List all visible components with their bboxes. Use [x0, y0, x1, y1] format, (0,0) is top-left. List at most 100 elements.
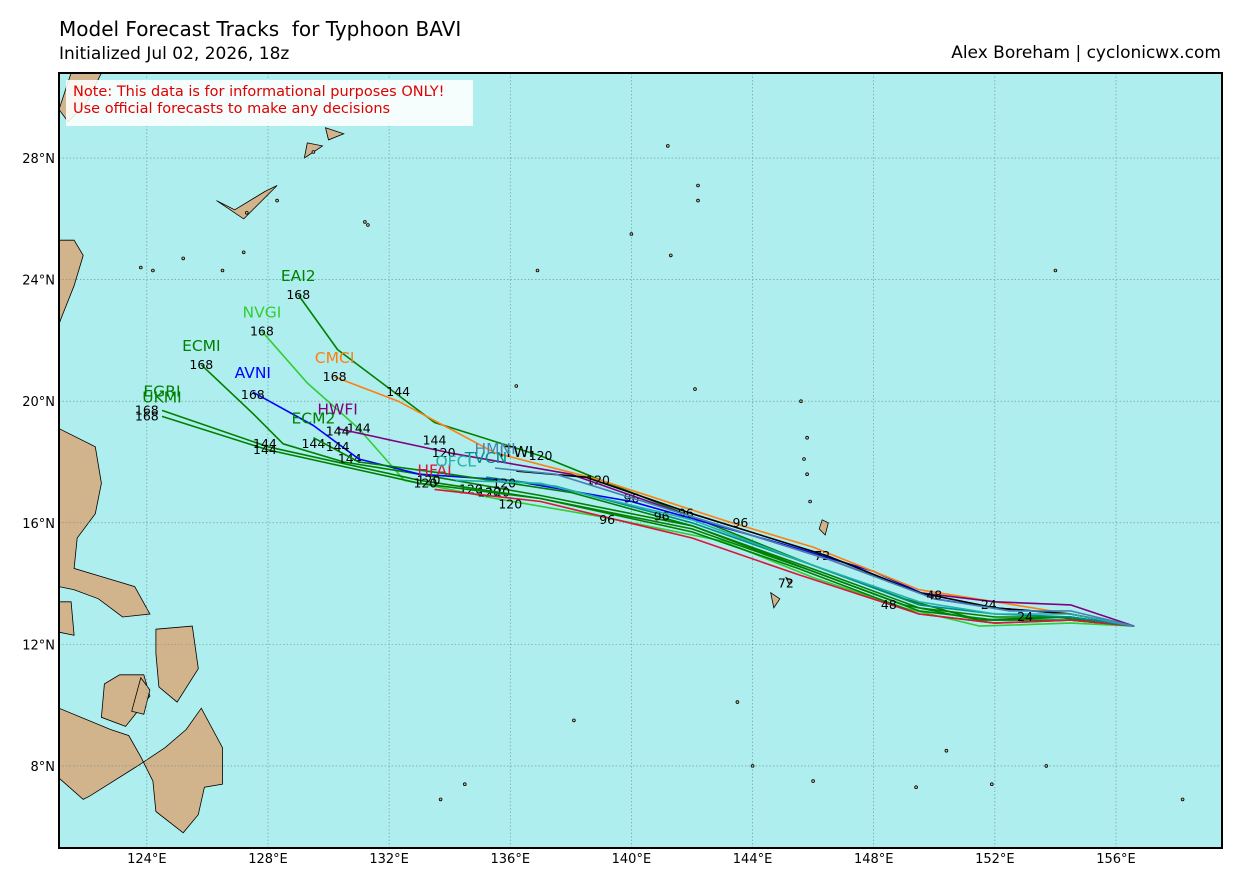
lat-tick-label: 8°N [31, 760, 56, 775]
lat-tick-label: 20°N [22, 395, 55, 410]
islet [735, 700, 740, 704]
forecast-hour-label: 168 [135, 402, 159, 417]
forecast-hour-label: 168 [189, 357, 213, 372]
track-line-cmci[interactable] [334, 376, 1135, 627]
track-line-hfai[interactable] [434, 488, 1135, 627]
forecast-hour-label: 96 [732, 515, 748, 530]
landmass-layer [59, 73, 1185, 834]
author-credit: Alex Boreham | cyclonicwx.com [951, 43, 1221, 63]
track-line-eai2[interactable] [297, 294, 1135, 627]
lon-tick-label: 140°E [612, 852, 652, 867]
land-polygon [770, 591, 781, 609]
land-polygon [324, 127, 345, 141]
islet [181, 256, 186, 261]
lon-tick-label: 136°E [491, 852, 531, 867]
ocean [59, 73, 1222, 848]
lon-tick-label: 128°E [248, 852, 288, 867]
islet [572, 718, 576, 723]
islet [805, 472, 809, 477]
forecast-hour-label: 144 [326, 424, 350, 439]
model-name-label: HFAI [417, 461, 451, 479]
track-ukmi[interactable]: 168 144 UKMI [135, 388, 1135, 627]
forecast-hour-label: 24 [1017, 609, 1033, 624]
model-name-label: EAI2 [281, 267, 316, 285]
islet [811, 779, 815, 783]
islet [808, 499, 812, 504]
track-hmni[interactable]: 48 24 HMNI [475, 440, 1135, 627]
lon-tick-label: 152°E [975, 852, 1015, 867]
islet [245, 211, 249, 215]
islet [366, 223, 370, 227]
land-polygon [155, 625, 199, 703]
islet [693, 387, 697, 391]
forecast-hour-label: 24 [981, 597, 997, 612]
track-line-ecm2[interactable] [313, 436, 1135, 627]
forecast-hour-label: 168 [323, 369, 347, 384]
lat-tick-label: 24°N [22, 274, 55, 289]
lat-tick-label: 12°N [22, 638, 55, 653]
islet [668, 253, 673, 258]
lon-tick-label: 156°E [1096, 852, 1136, 867]
forecast-hour-label: 72 [814, 548, 830, 563]
model-name-label: ITWI [499, 443, 533, 461]
islet [462, 782, 467, 786]
lon-tick-label: 132°E [369, 852, 409, 867]
islet [1053, 268, 1058, 273]
land-polygon [59, 601, 75, 636]
model-name-label: CMCI [315, 349, 355, 367]
track-line-itwi[interactable] [516, 470, 1135, 627]
forecast-hour-label: 168 [250, 323, 274, 338]
forecast-hour-label: 72 [778, 576, 794, 591]
track-line-nvgi[interactable] [261, 330, 1135, 627]
track-itwi[interactable]: 96 72 ITWI [499, 443, 1135, 627]
islet [139, 265, 143, 270]
model-name-label: AVNI [235, 364, 271, 382]
islet [363, 220, 367, 224]
forecast-hour-label: 144 [386, 384, 410, 399]
track-ofcl[interactable]: OFCL [435, 452, 1135, 627]
model-name-label: NVGI [243, 303, 282, 321]
model-name-label: ECMI [182, 337, 221, 355]
islet [311, 150, 316, 154]
forecast-hour-label: 144 [326, 439, 350, 454]
disclaimer-line-1: Note: This data is for informational pur… [73, 84, 445, 100]
land-polygon [59, 428, 151, 618]
track-line-hmni[interactable] [495, 467, 1135, 627]
track-line-ecmi[interactable] [200, 364, 1135, 627]
islet [1180, 797, 1185, 802]
land-polygon [59, 239, 84, 326]
islet [241, 250, 246, 255]
islet [944, 748, 949, 753]
forecast-hour-label: 48 [926, 588, 942, 603]
model-name-label: HWFI [317, 401, 357, 419]
model-name-label: UKMI [142, 388, 181, 406]
land-polygon [818, 519, 829, 536]
islet [535, 268, 540, 273]
disclaimer-box: Note: This data is for informational pur… [66, 80, 473, 126]
lat-lon-grid [59, 73, 1222, 848]
islet [151, 268, 155, 273]
track-hfai[interactable]: 120 120 96 72 HFAI [414, 461, 1135, 627]
islet [514, 384, 519, 388]
islet [438, 797, 443, 802]
islet [802, 457, 806, 461]
lon-tick-label: 148°E [854, 852, 894, 867]
chart-title: Model Forecast Tracks for Typhoon BAVI [59, 17, 462, 41]
forecast-hour-label: 168 [286, 287, 310, 302]
forecast-hour-label: 144 [301, 436, 325, 451]
forecast-hour-label: 48 [881, 597, 897, 612]
islet [989, 782, 994, 786]
forecast-hour-label: 96 [654, 509, 670, 524]
islet [275, 198, 279, 203]
model-name-label: ECM2 [291, 410, 335, 428]
lat-tick-label: 28°N [22, 152, 55, 167]
map-frame [58, 72, 1223, 849]
islet [220, 268, 225, 273]
islet [914, 785, 918, 789]
track-line-ofcl[interactable] [455, 479, 1135, 627]
